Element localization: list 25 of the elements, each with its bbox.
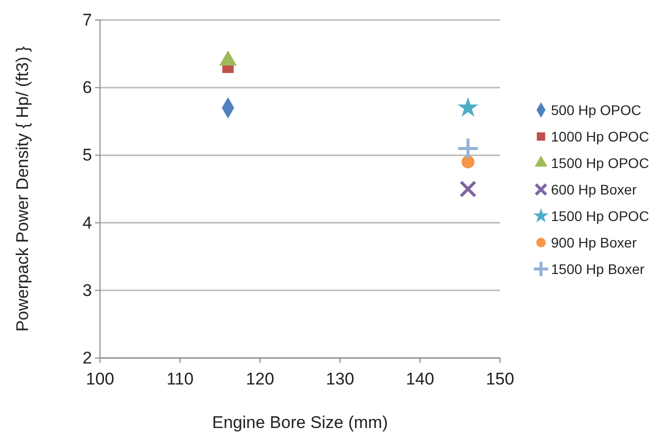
legend-label: 1500 Hp OPOC bbox=[551, 154, 650, 171]
legend-label: 600 Hp Boxer bbox=[551, 181, 637, 198]
y-tick-label: 7 bbox=[82, 10, 92, 30]
x-tick-label: 110 bbox=[166, 370, 194, 389]
y-axis-title: Powerpack Power Density { Hp/ (ft3) } bbox=[13, 46, 32, 332]
point bbox=[458, 97, 478, 117]
x-tick-label: 130 bbox=[326, 370, 354, 389]
x-tick-label: 120 bbox=[246, 370, 274, 389]
x-tick-label: 140 bbox=[406, 370, 434, 389]
legend-label: 1500 Hp Boxer bbox=[551, 260, 645, 277]
point bbox=[456, 137, 480, 160]
point bbox=[459, 180, 477, 198]
y-tick-label: 5 bbox=[82, 146, 92, 165]
legend-label: 900 Hp Boxer bbox=[551, 234, 637, 250]
point bbox=[462, 156, 474, 168]
x-tick-label: 150 bbox=[486, 370, 514, 389]
legend-label: 500 Hp OPOC bbox=[551, 102, 642, 118]
y-tick-label: 6 bbox=[82, 78, 92, 98]
y-tick-label: 2 bbox=[82, 348, 92, 368]
y-tick-label: 4 bbox=[82, 213, 92, 232]
legend-label: 1500 Hp OPOC bbox=[551, 208, 650, 224]
x-axis-title: Engine Bore Size (mm) bbox=[212, 413, 388, 432]
x-tick-label: 100 bbox=[86, 370, 114, 389]
legend-label: 1000 Hp OPOC bbox=[551, 128, 650, 144]
y-tick-label: 3 bbox=[82, 280, 92, 300]
